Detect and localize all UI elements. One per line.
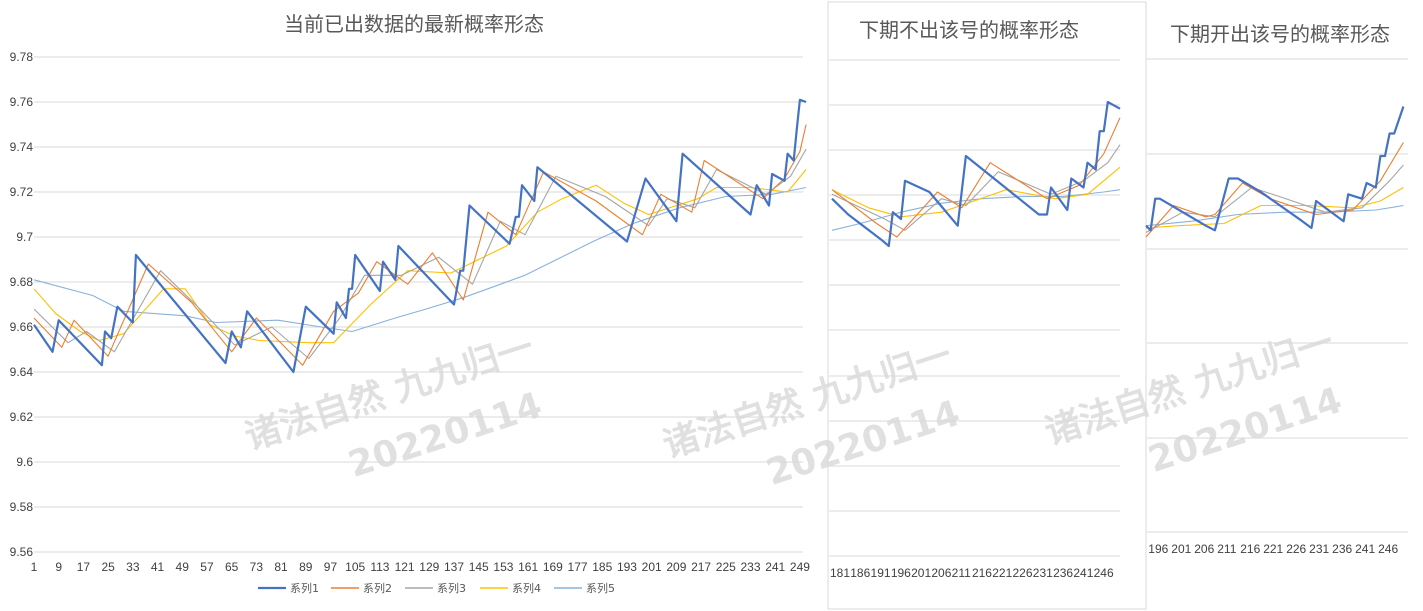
x-tick-label: 233 [740,560,760,574]
x-tick-label: 236 [1053,566,1073,580]
y-tick-label: 9.7 [16,230,33,244]
x-tick-label: 9 [55,560,62,574]
x-tick-label: 226 [1013,566,1033,580]
x-tick-label: 161 [518,560,538,574]
y-tick-label: 9.72 [10,185,34,199]
middle-panel-border [827,1,1147,610]
x-tick-label: 211 [1217,542,1236,556]
x-tick-label: 231 [1033,566,1053,580]
x-tick-label: 206 [931,566,951,580]
y-tick-label: 9.68 [10,275,34,289]
y-tick-label: 9.74 [10,140,34,154]
series-line-2-4 [831,166,1121,218]
x-tick-label: 231 [1309,542,1329,556]
x-tick-label: 113 [370,560,389,574]
series-line-3-5 [1145,204,1404,227]
series-line-2-3 [831,144,1121,231]
x-tick-label: 241 [765,560,785,574]
y-tick-label: 9.6 [16,455,33,469]
legend-label-1: 系列1 [290,581,319,595]
series-line-3-1 [1145,106,1405,232]
x-tick-label: 246 [1378,542,1398,556]
x-tick-label: 25 [101,560,115,574]
x-tick-label: 137 [444,560,464,574]
y-tick-label: 9.66 [10,320,34,334]
series-line-3-4 [1145,187,1404,229]
series-line-3-2 [1145,142,1404,238]
x-tick-label: 181 [830,566,850,580]
x-tick-label: 145 [469,560,489,574]
x-tick-label: 121 [395,560,415,574]
x-tick-label: 241 [1355,542,1375,556]
legend-label-4: 系列4 [512,581,541,595]
series-line-2-2 [831,117,1121,238]
x-tick-label: 249 [790,560,810,574]
series-line-1-4 [33,169,807,344]
y-tick-label: 9.62 [10,410,34,424]
x-tick-label: 153 [493,560,513,574]
x-tick-label: 186 [850,566,870,580]
x-tick-label: 65 [225,560,239,574]
y-tick-label: 9.64 [10,365,34,379]
x-tick-label: 89 [299,560,313,574]
series-line-1-3 [33,148,807,360]
y-tick-label: 9.78 [10,50,34,64]
x-tick-label: 196 [1148,542,1168,556]
x-tick-label: 129 [419,560,439,574]
x-tick-label: 217 [691,560,711,574]
x-tick-label: 216 [1240,542,1260,556]
x-tick-label: 41 [151,560,165,574]
x-tick-label: 211 [952,566,971,580]
x-tick-label: 105 [345,560,365,574]
x-tick-label: 49 [176,560,190,574]
x-tick-label: 236 [1332,542,1352,556]
x-tick-label: 185 [592,560,612,574]
x-tick-label: 216 [972,566,992,580]
x-tick-label: 17 [77,560,91,574]
x-tick-label: 226 [1286,542,1306,556]
legend-label-2: 系列2 [363,581,392,595]
x-tick-label: 57 [200,560,214,574]
x-tick-label: 201 [1171,542,1191,556]
x-tick-label: 196 [891,566,911,580]
x-tick-label: 201 [642,560,662,574]
series-line-2-1 [831,100,1121,248]
x-tick-label: 1 [31,560,38,574]
y-tick-label: 9.58 [10,500,34,514]
chart-title-2: 下期不出该号的概率形态 [859,18,1079,42]
x-tick-label: 193 [617,560,637,574]
series-line-1-5 [33,186,807,333]
x-tick-label: 73 [250,560,264,574]
legend-label-5: 系列5 [586,581,615,595]
x-tick-label: 201 [911,566,931,580]
series-line-1-1 [33,98,807,374]
y-tick-label: 9.56 [10,545,34,559]
x-tick-label: 177 [568,560,588,574]
series-line-1-2 [33,124,807,366]
x-tick-label: 221 [1263,542,1283,556]
chart-title-1: 当前已出数据的最新概率形态 [284,12,544,36]
x-tick-label: 206 [1194,542,1214,556]
x-tick-label: 209 [666,560,686,574]
x-tick-label: 81 [274,560,288,574]
x-tick-label: 191 [871,566,891,580]
legend-label-3: 系列3 [437,581,466,595]
y-tick-label: 9.76 [10,95,34,109]
x-tick-label: 97 [324,560,338,574]
x-tick-label: 33 [126,560,140,574]
x-tick-label: 169 [543,560,563,574]
series-line-3-3 [1145,164,1404,233]
x-tick-label: 241 [1073,566,1093,580]
x-tick-label: 221 [992,566,1012,580]
x-tick-label: 225 [716,560,736,574]
x-tick-label: 246 [1094,566,1114,580]
chart-title-3: 下期开出该号的概率形态 [1170,22,1390,46]
